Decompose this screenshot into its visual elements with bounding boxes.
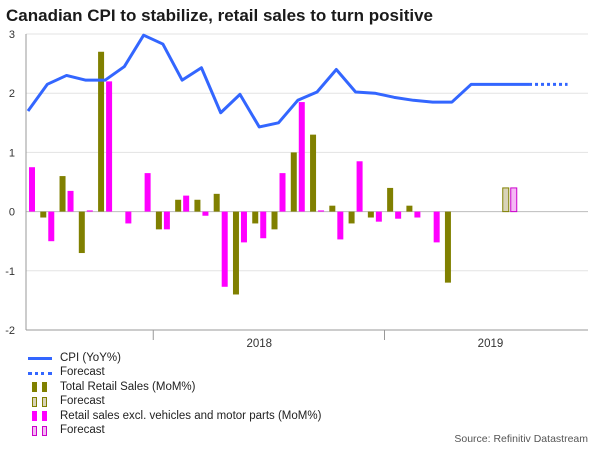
bar-retail-ex-auto	[183, 195, 190, 212]
bar-retail-ex-auto	[86, 210, 93, 212]
legend-item-retail-ex-auto: Retail sales excl. vehicles and motor pa…	[26, 409, 321, 424]
bar-total-retail	[232, 211, 239, 295]
legend-item-total-retail: Total Retail Sales (MoM%)	[26, 380, 321, 395]
bar-retail-ex-auto	[125, 211, 132, 224]
bar-total-retail	[367, 211, 374, 218]
bar-total-retail	[175, 199, 182, 212]
bar-total-retail	[59, 176, 66, 212]
chart-title: Canadian CPI to stabilize, retail sales …	[6, 6, 433, 25]
x-year-label: 2018	[246, 338, 272, 350]
bar-retail-ex-auto	[356, 161, 363, 212]
bar-retail-ex-auto	[298, 102, 305, 212]
bar-retail-ex-auto	[106, 81, 113, 212]
x-year-label: 2019	[478, 338, 504, 350]
bar-total-retail	[348, 211, 355, 224]
bar-total-retail	[444, 211, 451, 283]
y-tick-label: 2	[9, 88, 15, 100]
bar-retail-ex-auto	[414, 211, 421, 218]
source-note: Source: Refinitiv Datastream	[454, 433, 588, 445]
bar-total-retail	[78, 211, 85, 254]
legend-swatch-total-retail	[26, 381, 54, 393]
bar-total-retail	[252, 211, 259, 224]
legend-item-cpi: CPI (YoY%)	[26, 351, 321, 366]
legend-item-cpi-forecast: Forecast	[26, 366, 321, 381]
y-tick-label: -2	[5, 325, 15, 337]
y-tick-label: 0	[9, 207, 15, 219]
legend-label-total-retail: Total Retail Sales (MoM%)	[60, 380, 196, 393]
legend-swatch-total-retail-forecast	[26, 396, 54, 408]
bar-total-retail	[40, 211, 47, 218]
bar-total-retail	[271, 211, 278, 230]
bar-retail-ex-auto	[279, 173, 286, 212]
bar-retail-ex-auto	[48, 211, 55, 242]
bar-total-retail	[155, 211, 162, 230]
bar-retail-ex-auto	[318, 210, 325, 212]
bar-retail-ex-auto	[163, 211, 170, 230]
y-tick-label: 1	[9, 147, 15, 159]
legend-item-total-retail-forecast: Forecast	[26, 395, 321, 410]
cpi-line	[26, 33, 530, 129]
legend-swatch-retail-ex-auto	[26, 410, 54, 422]
bar-total-retail	[329, 205, 336, 212]
bar-total-retail	[406, 205, 413, 212]
legend-label-total-retail-forecast: Forecast	[60, 395, 105, 408]
bar-retail-ex-auto	[240, 211, 247, 243]
bar-total-retail	[310, 134, 317, 212]
legend-label-retail-ex-auto: Retail sales excl. vehicles and motor pa…	[60, 409, 322, 422]
bar-total-retail	[290, 152, 297, 212]
bar-total-retail	[98, 51, 105, 212]
bar-retail-ex-auto	[395, 211, 402, 219]
legend: CPI (YoY%) Forecast Total Retail Sales (…	[26, 351, 321, 438]
bar-retail-ex-auto	[375, 211, 382, 222]
legend-swatch-retail-ex-auto-forecast	[26, 425, 54, 437]
y-tick-label: -1	[5, 266, 15, 278]
bar-retail-ex-auto	[144, 173, 151, 212]
legend-swatch-cpi-forecast	[26, 367, 54, 379]
bar-total-retail	[213, 193, 220, 212]
legend-label-cpi: CPI (YoY%)	[60, 351, 121, 364]
bar-retail-ex-auto	[337, 211, 344, 240]
bar-retail-ex-auto	[29, 167, 35, 212]
legend-label-retail-ex-auto-forecast: Forecast	[60, 424, 105, 437]
bar-total-retail	[194, 199, 201, 212]
bar-retail-ex-auto-forecast	[510, 187, 518, 213]
bar-retail-ex-auto	[433, 211, 440, 243]
bar-retail-ex-auto	[67, 190, 74, 212]
bar-retail-ex-auto	[202, 211, 209, 216]
bar-retail-ex-auto	[260, 211, 267, 239]
y-tick-label: 3	[9, 29, 15, 41]
legend-label-cpi-forecast: Forecast	[60, 366, 105, 379]
legend-item-retail-ex-auto-forecast: Forecast	[26, 424, 321, 439]
bar-retail-ex-auto	[221, 211, 228, 287]
bar-total-retail	[387, 187, 394, 212]
legend-swatch-cpi	[26, 352, 54, 364]
bar-total-retail-forecast	[502, 187, 510, 213]
